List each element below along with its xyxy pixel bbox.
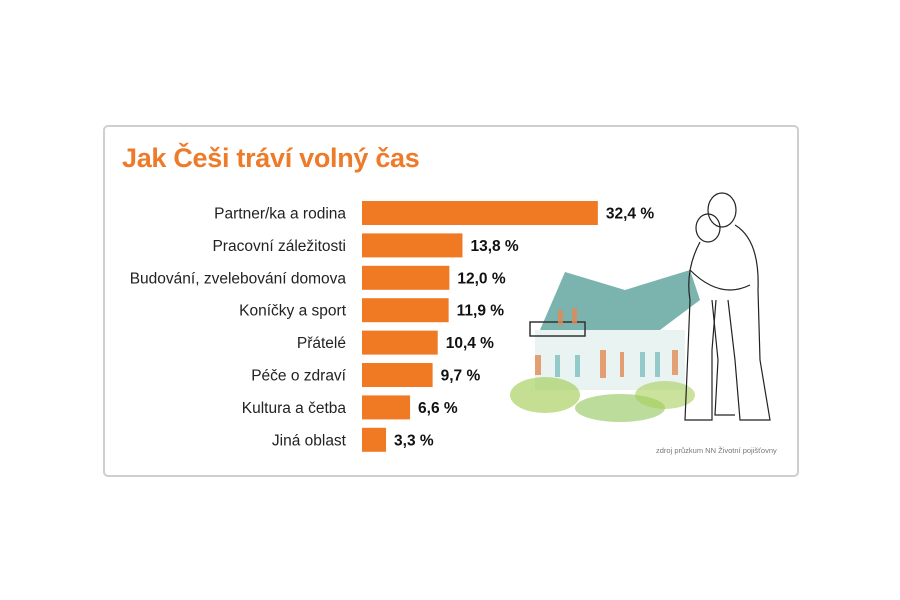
bar	[362, 265, 450, 290]
value-label: 11,9 %	[457, 303, 505, 320]
category-label: Jiná oblast	[272, 432, 347, 449]
bar	[362, 427, 387, 452]
value-label: 13,8 %	[470, 238, 518, 255]
bar	[362, 395, 411, 420]
category-label: Pracovní záležitosti	[212, 238, 346, 255]
bar	[362, 298, 449, 323]
category-label: Partner/ka a rodina	[214, 206, 346, 223]
bar	[362, 330, 438, 355]
value-label: 12,0 %	[457, 270, 505, 287]
category-label: Koníčky a sport	[239, 303, 347, 320]
chart-title: Jak Češi tráví volný čas	[122, 143, 420, 173]
bar	[362, 233, 463, 258]
source-note: zdroj průzkum NN Životní pojišťovny	[656, 446, 777, 455]
house-couple-illustration	[510, 192, 771, 422]
bar	[362, 201, 598, 225]
category-label: Přátelé	[297, 335, 346, 352]
category-label: Péče o zdraví	[251, 368, 346, 385]
value-label: 10,4 %	[446, 335, 494, 352]
bar	[362, 363, 433, 387]
value-label: 6,6 %	[418, 400, 458, 417]
value-label: 32,4 %	[606, 206, 654, 223]
value-label: 9,7 %	[441, 368, 481, 385]
value-label: 3,3 %	[394, 432, 434, 449]
category-label: Budování, zvelebování domova	[130, 270, 347, 287]
category-label: Kultura a četba	[242, 400, 347, 417]
